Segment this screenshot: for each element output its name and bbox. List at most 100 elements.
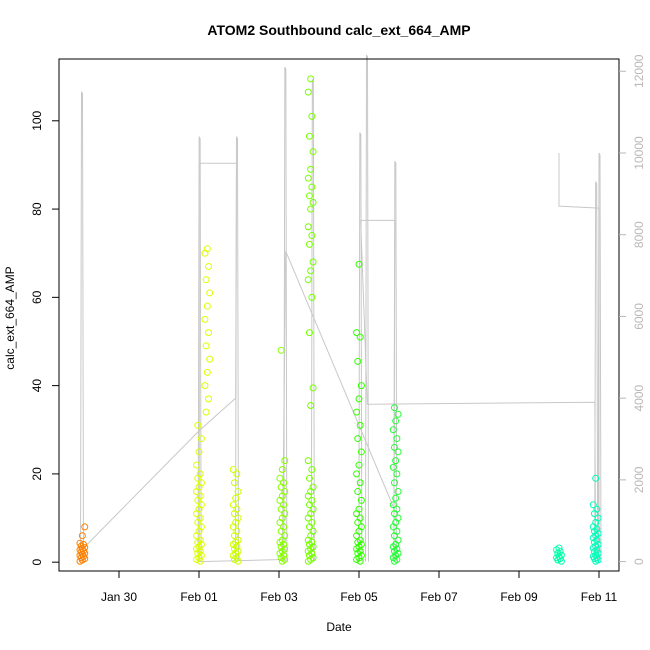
- point-3-6: [230, 545, 238, 553]
- point-7-5: [390, 547, 398, 555]
- point-2-9: [206, 289, 214, 297]
- point-1-6: [193, 545, 201, 553]
- point-5-35: [304, 223, 312, 231]
- point-2-11: [205, 262, 213, 270]
- point-1-15: [196, 514, 204, 522]
- point-6-7: [355, 543, 363, 551]
- point-4-13: [280, 523, 288, 531]
- point-3-20: [234, 488, 242, 496]
- x-tick-label-1: Feb 01: [180, 590, 218, 604]
- point-5-3: [305, 552, 313, 560]
- point-1-5: [196, 547, 204, 555]
- point-6-20: [356, 479, 364, 487]
- point-4-8: [280, 541, 288, 549]
- point-5-29: [308, 293, 316, 301]
- point-6-4: [354, 549, 362, 557]
- point-6-30: [356, 333, 364, 341]
- point-9-24: [589, 501, 597, 509]
- point-1-25: [196, 470, 204, 478]
- point-6-17: [355, 505, 363, 513]
- point-6-18: [357, 496, 365, 504]
- point-4-16: [281, 510, 289, 518]
- point-3-2: [233, 554, 241, 562]
- point-6-24: [354, 435, 362, 443]
- right-series: [80, 54, 602, 563]
- point-4-27: [277, 346, 285, 354]
- point-1-26: [193, 461, 201, 469]
- point-5-19: [308, 496, 316, 504]
- point-5-14: [308, 518, 316, 526]
- point-9-8: [593, 546, 601, 554]
- point-1-9: [194, 538, 202, 546]
- point-1-20: [196, 492, 204, 500]
- point-7-18: [392, 494, 400, 502]
- y-tick-label-3: 60: [30, 290, 44, 304]
- point-9-14: [589, 534, 597, 542]
- point-2-10: [202, 276, 210, 284]
- point-6-8: [357, 541, 365, 549]
- scatter-series: [76, 75, 602, 565]
- point-7-3: [392, 552, 400, 560]
- point-3-9: [232, 538, 240, 546]
- point-3-8: [229, 541, 237, 549]
- point-7-7: [389, 543, 397, 551]
- point-7-25: [390, 443, 398, 451]
- y-tick-label-5: 100: [30, 110, 44, 130]
- point-7-14: [394, 514, 402, 522]
- point-6-23: [357, 448, 365, 456]
- point-6-3: [357, 552, 365, 560]
- point-1-2: [195, 554, 203, 562]
- point-1-8: [197, 541, 205, 549]
- y-tick-label-4: 80: [30, 202, 44, 216]
- point-3-10: [234, 536, 242, 544]
- point-2-2: [201, 382, 209, 390]
- point-5-36: [307, 205, 315, 213]
- point-5-12: [309, 527, 317, 535]
- point-1-23: [197, 479, 205, 487]
- point-7-16: [393, 505, 401, 513]
- y-axis-left: 0 20 40 60 80 100: [30, 110, 60, 566]
- point-9-17: [590, 527, 598, 535]
- point-5-25: [304, 457, 312, 465]
- point-9-21: [594, 514, 602, 522]
- point-5-7: [309, 543, 317, 551]
- point-4-5: [278, 547, 286, 555]
- line-tail: [558, 152, 600, 562]
- point-7-6: [393, 545, 401, 553]
- point-4-25: [278, 465, 286, 473]
- point-3-5: [234, 547, 242, 555]
- point-2-0: [202, 408, 210, 416]
- y-tick-label-0: 0: [30, 559, 44, 566]
- point-1-29: [194, 421, 202, 429]
- point-7-2: [389, 554, 397, 562]
- point-5-44: [308, 112, 316, 120]
- point-6-25: [356, 421, 364, 429]
- point-1-18: [197, 501, 205, 509]
- point-9-11: [594, 541, 602, 549]
- point-3-12: [233, 527, 241, 535]
- line-spike-6: [365, 54, 369, 562]
- point-5-45: [304, 88, 312, 96]
- y-tick-label-2: 40: [30, 379, 44, 393]
- y2-tick-label-5: 10000: [632, 136, 646, 170]
- point-7-4: [394, 549, 402, 557]
- y2-tick-label-3: 6000: [632, 303, 646, 330]
- point-1-28: [197, 435, 205, 443]
- x-tick-label-3: Feb 05: [340, 590, 378, 604]
- point-9-6: [594, 549, 602, 557]
- point-4-6: [281, 545, 289, 553]
- line-spike-5: [358, 132, 363, 562]
- point-4-26: [281, 457, 289, 465]
- point-0-14: [80, 541, 88, 549]
- plot-frame: [58, 58, 620, 572]
- point-7-9: [394, 536, 402, 544]
- point-8-7: [556, 548, 564, 556]
- point-7-11: [393, 527, 401, 535]
- point-2-3: [203, 368, 211, 376]
- point-7-29: [394, 410, 402, 418]
- line-spike-3: [283, 66, 288, 562]
- point-3-7: [233, 543, 241, 551]
- point-0-15: [76, 539, 84, 547]
- point-0-17: [81, 523, 89, 531]
